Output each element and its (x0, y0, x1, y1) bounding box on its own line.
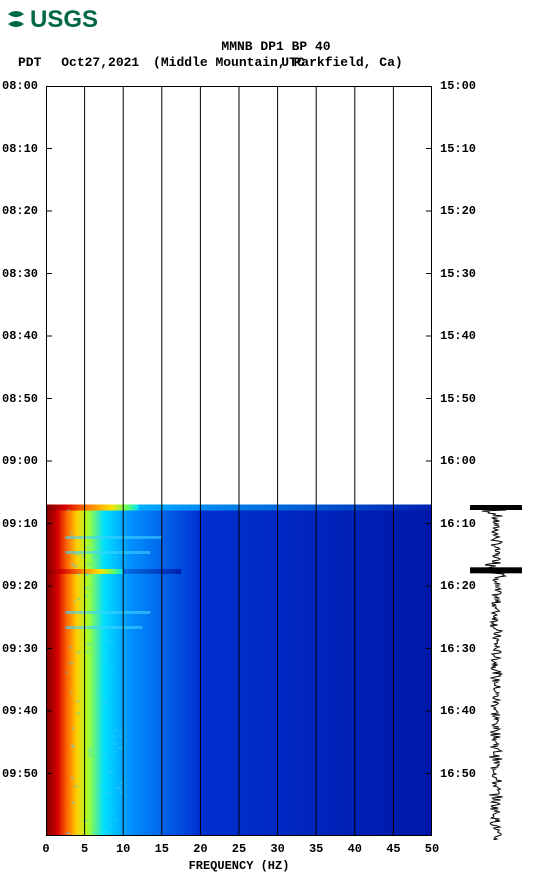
chart-subtitle: PDT Oct27,2021 (Middle Mountain, Parkfie… (18, 55, 403, 70)
y-tick-right: 15:10 (440, 142, 476, 156)
x-tick: 40 (348, 842, 362, 856)
x-tick: 30 (270, 842, 284, 856)
y-tick-right: 15:40 (440, 329, 476, 343)
y-tick-right: 15:20 (440, 204, 476, 218)
spectrogram-chart: 08:0008:1008:2008:3008:4008:5009:0009:10… (46, 86, 432, 836)
plot-svg (46, 86, 432, 836)
x-tick: 0 (42, 842, 49, 856)
x-tick: 5 (81, 842, 88, 856)
y-tick-right: 15:30 (440, 267, 476, 281)
page-root: USGS MMNB DP1 BP 40 PDT Oct27,2021 (Midd… (0, 0, 552, 893)
usgs-logo: USGS (6, 4, 116, 32)
y-tick-right: 16:00 (440, 454, 476, 468)
left-timezone-label: PDT (18, 55, 41, 70)
x-tick: 50 (425, 842, 439, 856)
y-tick-left: 08:30 (2, 267, 38, 281)
y-tick-left: 09:30 (2, 642, 38, 656)
y-tick-left: 09:40 (2, 704, 38, 718)
y-tick-left: 08:50 (2, 392, 38, 406)
y-tick-left: 09:10 (2, 517, 38, 531)
x-tick: 25 (232, 842, 246, 856)
right-timezone-label: UTC (281, 55, 304, 70)
y-tick-left: 08:10 (2, 142, 38, 156)
x-tick: 10 (116, 842, 130, 856)
y-tick-right: 15:50 (440, 392, 476, 406)
chart-title: MMNB DP1 BP 40 (0, 39, 552, 54)
y-tick-left: 08:20 (2, 204, 38, 218)
x-axis-label: FREQUENCY (HZ) (46, 859, 432, 873)
plot-area (46, 86, 432, 836)
location-label: (Middle Mountain, Parkfield, Ca) (153, 55, 403, 70)
logo-text: USGS (30, 6, 98, 32)
y-tick-left: 09:00 (2, 454, 38, 468)
x-tick: 35 (309, 842, 323, 856)
date-label: Oct27,2021 (61, 55, 139, 70)
y-tick-left: 09:50 (2, 767, 38, 781)
x-tick: 20 (193, 842, 207, 856)
y-tick-left: 08:00 (2, 79, 38, 93)
seismogram-trace (466, 505, 526, 840)
x-tick: 45 (386, 842, 400, 856)
y-tick-right: 15:00 (440, 79, 476, 93)
x-tick: 15 (155, 842, 169, 856)
y-tick-left: 08:40 (2, 329, 38, 343)
y-tick-left: 09:20 (2, 579, 38, 593)
